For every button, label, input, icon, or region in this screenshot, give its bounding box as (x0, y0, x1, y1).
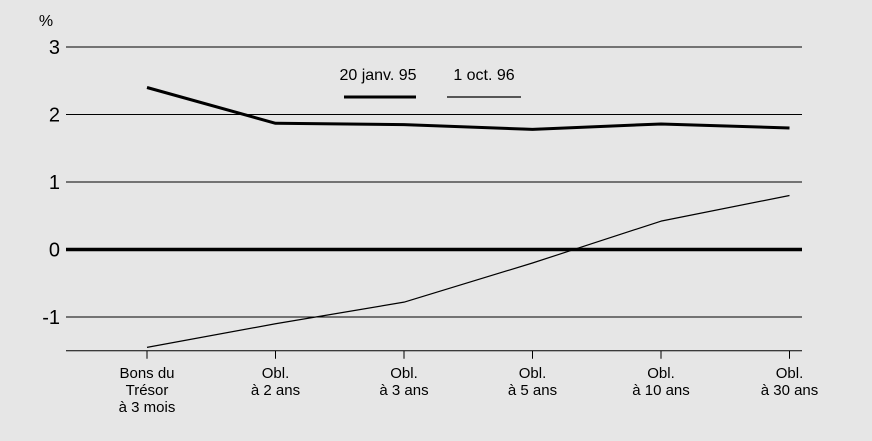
x-tick-label-line: à 30 ans (761, 382, 819, 399)
x-tick-label-line: à 2 ans (251, 382, 300, 399)
x-tick-label: Obl. à 10 ans (632, 365, 690, 399)
legend-label-series-1: 20 janv. 95 (339, 67, 416, 84)
y-axis-unit-label: % (39, 13, 53, 30)
y-tick-label: -1 (42, 307, 60, 329)
series-lines (146, 86, 790, 348)
y-tick-label: 3 (49, 37, 60, 59)
legend-label-series-2: 1 oct. 96 (453, 67, 514, 84)
y-tick-label: 2 (49, 105, 60, 127)
x-tick-label-line: Obl. (262, 365, 290, 382)
y-tick-labels: 3 2 1 0 -1 (42, 37, 60, 329)
x-tick-label-line: à 3 mois (119, 399, 176, 416)
axes (66, 350, 802, 359)
x-tick-label-line: Trésor (126, 382, 169, 399)
y-tick-label: 1 (49, 172, 60, 194)
x-tick-label-line: Obl. (647, 365, 675, 382)
x-tick-label-line: Obl. (776, 365, 804, 382)
x-tick-label-line: à 5 ans (508, 382, 557, 399)
series-line-2 (146, 194, 790, 348)
x-tick-label: Obl. à 5 ans (508, 365, 557, 399)
grid-lines (66, 46, 802, 318)
x-tick-label: Bons du Trésor à 3 mois (119, 365, 176, 416)
y-tick-label: 0 (49, 240, 60, 262)
x-tick-label-line: Obl. (519, 365, 547, 382)
x-tick-label: Obl. à 2 ans (251, 365, 300, 399)
x-tick-label-line: à 3 ans (379, 382, 428, 399)
x-tick-label-line: à 10 ans (632, 382, 690, 399)
legend: 20 janv. 95 1 oct. 96 (339, 67, 521, 99)
x-tick-label-line: Obl. (390, 365, 418, 382)
x-tick-label-line: Bons du (119, 365, 174, 382)
x-tick-label: Obl. à 30 ans (761, 365, 819, 399)
x-tick-label: Obl. à 3 ans (379, 365, 428, 399)
series-line-1 (146, 86, 790, 131)
